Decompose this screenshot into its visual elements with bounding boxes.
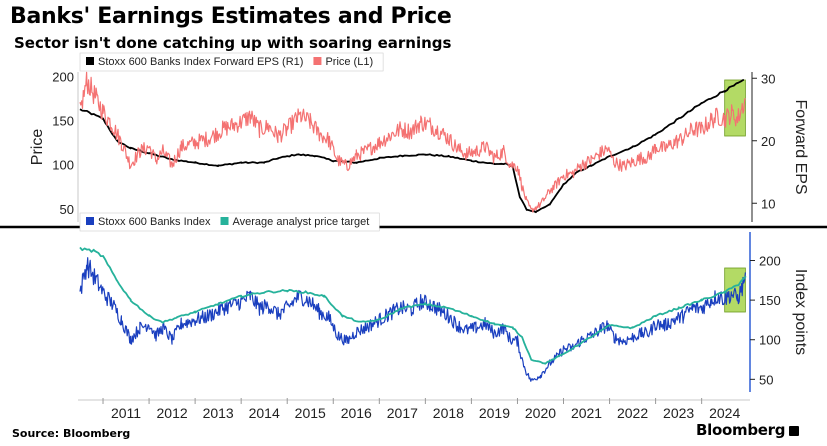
- y-left-tick-label: 100: [52, 158, 74, 173]
- legend-box: [79, 212, 380, 232]
- x-tick-label: 2021: [571, 405, 602, 421]
- chart-title: Banks' Earnings Estimates and Price: [10, 4, 452, 29]
- y-right-tick-label: 10: [761, 196, 775, 211]
- brand-logo: Bloomberg: [696, 421, 800, 439]
- y-right-tick-label: 150: [759, 293, 781, 308]
- y-left-tick-label: 50: [60, 202, 74, 217]
- chart-panel-1: 50 100 150 200 Price 10 20 30 Forward EPS Stoxx 6…: [29, 52, 809, 222]
- legend-swatch-stoxx-600-banks-index: [86, 217, 94, 225]
- legend-label: Stoxx 600 Banks Index Forward EPS (R1): [98, 56, 303, 68]
- source-note: Source: Bloomberg: [12, 427, 131, 440]
- series-line-price-l1: [79, 71, 746, 213]
- y-right-tick-label: 20: [761, 134, 775, 149]
- bloomberg-icon: [789, 426, 800, 436]
- x-tick-label: 2011: [111, 405, 141, 421]
- legend-swatch-price-l1: [313, 57, 322, 65]
- y-right-axis-label: Index points: [792, 269, 809, 355]
- chart-panel-2: 50 100 150 200 Index points Stoxx 600 Banks I…: [79, 212, 809, 392]
- legend-label: Price (L1): [325, 56, 373, 68]
- y-right-tick-label: 50: [759, 372, 773, 387]
- y-left-tick-label: 200: [52, 69, 74, 84]
- x-tick-label: 2018: [433, 405, 464, 421]
- x-tick-label: 2017: [387, 405, 418, 421]
- x-tick-label: 2015: [295, 405, 326, 421]
- x-tick-label: 2019: [479, 405, 510, 421]
- series-line-stoxx-600-banks-index: [79, 257, 746, 382]
- legend-box: [79, 52, 384, 72]
- legend-label: Average analyst price target: [233, 216, 370, 228]
- series-line-stoxx-600-banks-index-forward-eps-r1: [79, 79, 744, 214]
- y-left-tick-label: 150: [52, 114, 74, 129]
- x-tick-label: 2024: [709, 405, 740, 421]
- x-tick-label: 2022: [617, 405, 648, 421]
- x-tick-label: 2014: [249, 405, 280, 421]
- series-line-average-analyst-price-target: [79, 246, 747, 365]
- chart-subtitle: Sector isn't done catching up with soari…: [14, 34, 452, 52]
- y-right-axis-label: Forward EPS: [792, 99, 809, 194]
- y-right-tick-label: 30: [761, 71, 775, 86]
- x-tick-label: 2012: [157, 405, 188, 421]
- x-tick-label: 2013: [203, 405, 234, 421]
- x-tick-label: 2020: [525, 405, 556, 421]
- brand-name: Bloomberg: [696, 421, 786, 439]
- y-right-tick-label: 100: [759, 333, 781, 348]
- legend-swatch-average-analyst-price-target: [220, 217, 229, 225]
- legend-label: Stoxx 600 Banks Index: [98, 216, 211, 228]
- x-tick-label: 2023: [663, 405, 694, 421]
- legend-swatch-stoxx-600-banks-index-forward-eps-r1: [86, 57, 94, 65]
- x-tick-label: 2016: [341, 405, 372, 421]
- y-right-tick-label: 200: [759, 254, 781, 269]
- y-left-axis-label: Price: [29, 129, 46, 166]
